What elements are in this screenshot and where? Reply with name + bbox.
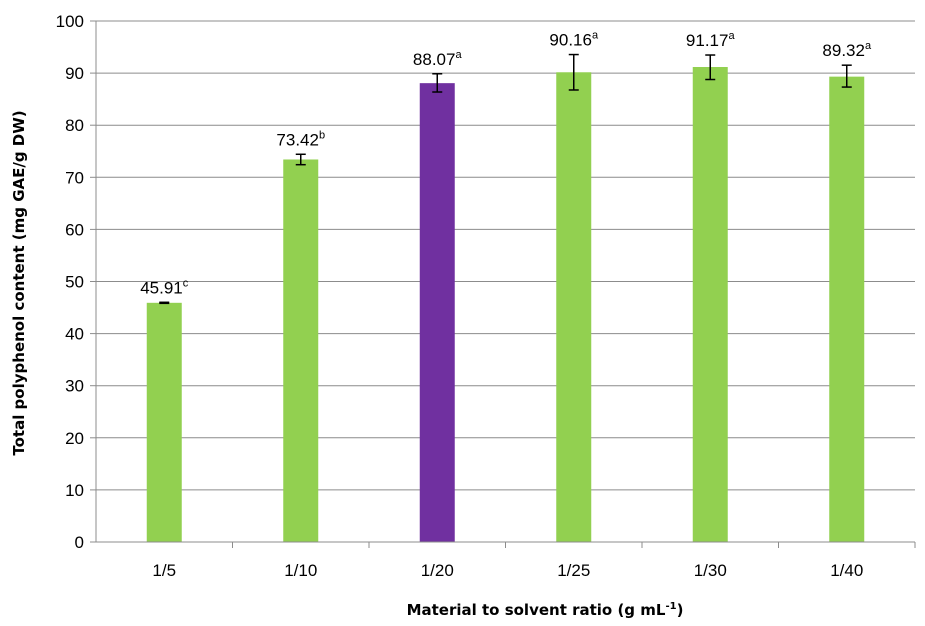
axes [90,20,916,548]
y-tick-label: 30 [65,377,84,396]
bar [283,159,319,542]
error-bars [159,53,852,305]
y-tick-label: 70 [65,168,84,187]
y-tick-label: 20 [65,429,84,448]
x-tick-label: 1/10 [284,561,317,580]
data-label-letter: a [865,40,872,52]
y-tick-label: 10 [65,481,84,500]
data-label-letter: b [319,129,325,141]
x-tick-label: 1/30 [694,561,727,580]
x-axis-title-main: Material to solvent ratio (g mL [407,601,666,619]
bar [419,83,455,542]
y-tick-label: 40 [65,325,84,344]
x-tick-label: 1/40 [830,561,863,580]
data-label: 91.17a [686,30,736,50]
y-tick-labels: 0 10 20 30 40 50 60 70 80 90 100 [56,12,84,552]
bars [146,67,865,543]
x-tick-label: 1/20 [421,561,454,580]
data-label-value: 45.91 [140,278,183,297]
x-tick-label: 1/25 [557,561,590,580]
x-tick-labels: 1/5 1/10 1/20 1/25 1/30 1/40 [152,561,863,580]
x-tick-label: 1/5 [152,561,176,580]
bar [829,76,865,543]
y-tick-label: 80 [65,116,84,135]
y-tick-label: 60 [65,220,84,239]
data-label-letter: a [728,30,735,42]
data-label-letter: a [592,30,599,42]
bar [556,72,592,542]
data-label-value: 88.07 [413,50,456,69]
data-label-value: 89.32 [822,41,865,60]
data-label: 90.16a [549,30,599,50]
x-axis-title: Material to solvent ratio (g mL-1) [407,601,684,619]
data-label-value: 91.17 [686,31,729,50]
bar [692,67,728,542]
gridlines [96,20,915,491]
data-label-letter: a [455,49,462,61]
bar [146,302,182,542]
y-axis-title: Total polyphenol content (mg GAE/g DW) [10,110,28,455]
data-label: 73.42b [276,129,325,149]
data-label: 45.91c [140,277,189,297]
data-label-value: 73.42 [276,130,319,149]
x-axis-title-sup: -1 [665,601,676,612]
y-tick-label: 100 [56,12,84,31]
data-label-value: 90.16 [549,31,592,50]
y-tick-label: 50 [65,273,84,292]
data-label-letter: c [183,277,189,289]
y-tick-label: 0 [75,533,84,552]
data-label: 88.07a [413,49,463,69]
data-label: 89.32a [822,40,872,60]
y-tick-label: 90 [65,64,84,83]
x-axis-title-end: ) [677,601,684,619]
